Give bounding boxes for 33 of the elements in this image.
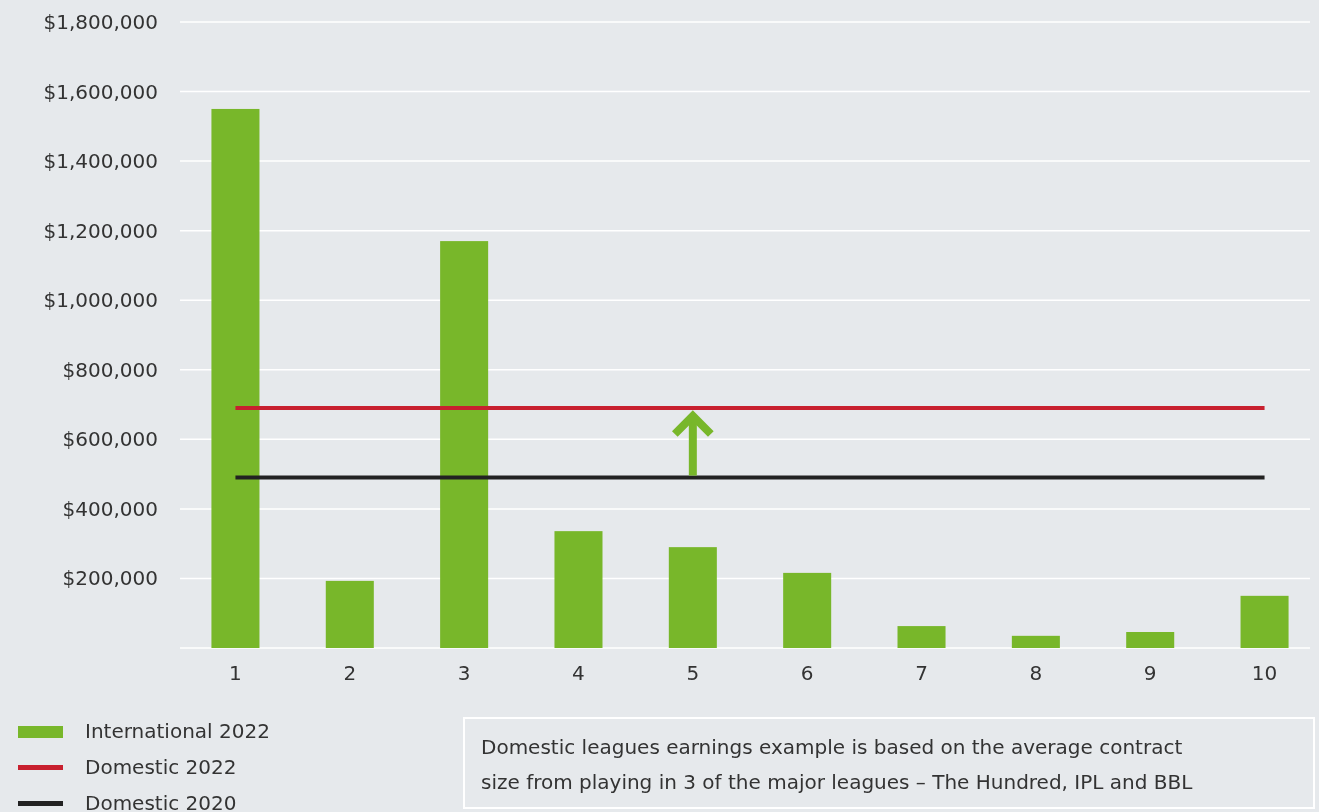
y-tick-label: $1,200,000 [43, 218, 158, 243]
x-tick-label: 6 [800, 661, 814, 685]
bar [1126, 632, 1175, 648]
legend-label: International 2022 [85, 719, 270, 743]
legend-label: Domestic 2022 [85, 755, 237, 779]
bar [897, 626, 946, 648]
y-tick-label: $1,400,000 [43, 149, 158, 174]
x-tick-label: 5 [686, 661, 700, 685]
bar [325, 580, 374, 648]
bar [554, 531, 603, 648]
bar [1011, 635, 1060, 648]
x-tick-label: 7 [915, 661, 928, 685]
text: Domestic leagues earnings example is based on the average contract size from playing in 3 of the major leagues – The Hundred, IPL and BBL [481, 735, 1194, 794]
bar [440, 241, 489, 648]
bar [668, 547, 717, 648]
x-tick-label: 4 [572, 661, 585, 685]
y-tick-label: $600,000 [62, 427, 158, 452]
y-tick-label: $200,000 [62, 566, 158, 591]
y-tick-label: $1,000,000 [43, 288, 158, 313]
x-tick-label: 9 [1143, 661, 1157, 685]
y-tick-label: $400,000 [62, 496, 158, 521]
x-tick-label: 3 [457, 661, 471, 685]
x-tick-label: 1 [229, 661, 242, 685]
bar [783, 572, 832, 648]
bar [211, 108, 260, 648]
y-tick-label: $1,600,000 [43, 79, 158, 104]
y-tick-label: $800,000 [62, 357, 158, 382]
bar [1240, 595, 1289, 648]
x-tick-label: 2 [343, 661, 357, 685]
y-tick-label: $1,800,000 [43, 10, 158, 34]
x-tick-label: 10 [1251, 661, 1278, 685]
x-tick-label: 8 [1029, 661, 1043, 685]
legend-label: Domestic 2020 [85, 791, 237, 812]
